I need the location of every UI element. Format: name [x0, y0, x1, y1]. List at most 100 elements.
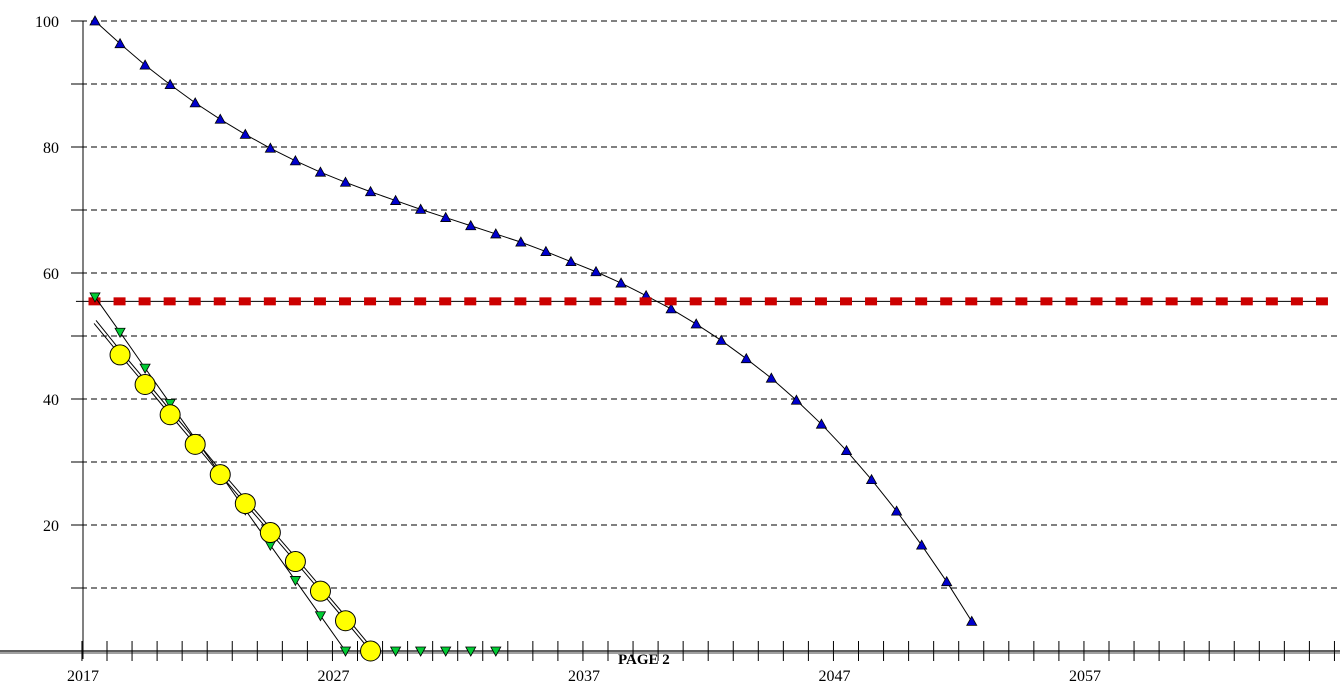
data-point: [814, 297, 827, 306]
data-point: [464, 297, 477, 306]
data-point: [664, 297, 677, 306]
series-1: [89, 15, 978, 626]
data-point: [114, 327, 126, 339]
data-point: [414, 297, 427, 306]
data-point: [213, 297, 226, 306]
data-point: [465, 646, 477, 657]
data-point: [113, 297, 126, 306]
y-tick-label: 80: [43, 140, 59, 157]
data-point: [840, 297, 852, 306]
data-point: [589, 297, 602, 306]
y-tick-label: 20: [43, 518, 59, 535]
data-point: [139, 363, 151, 374]
data-point: [739, 297, 752, 306]
data-point: [189, 97, 201, 108]
data-point: [1065, 297, 1078, 306]
data-point: [164, 78, 176, 90]
data-point: [89, 292, 101, 303]
data-point: [239, 128, 251, 139]
data-point: [515, 236, 527, 247]
data-point: [1315, 297, 1328, 306]
data-point: [915, 297, 928, 306]
data-point: [164, 399, 176, 410]
data-point: [264, 142, 277, 153]
data-point: [965, 297, 978, 306]
data-point: [1090, 297, 1103, 306]
data-point: [289, 155, 302, 166]
series: [75, 15, 1328, 662]
data-point: [184, 433, 206, 455]
data-point: [865, 297, 878, 306]
data-point: [209, 464, 231, 486]
data-point: [1140, 297, 1153, 306]
series-2: [75, 297, 1328, 306]
data-point: [740, 352, 752, 364]
data-point: [314, 166, 327, 177]
y-tick-label: 40: [43, 392, 59, 409]
data-point: [138, 297, 151, 306]
y-tick-label: 60: [43, 266, 59, 283]
data-point: [715, 334, 727, 345]
data-point: [689, 297, 702, 306]
data-point: [414, 203, 427, 214]
data-point: [639, 297, 652, 306]
data-point: [314, 611, 327, 622]
data-point: [1290, 297, 1303, 306]
x-tick-label: 2047: [819, 668, 851, 685]
data-point: [339, 297, 351, 306]
data-point: [440, 211, 452, 222]
data-point: [465, 219, 477, 231]
series-line: [93, 323, 371, 652]
data-point: [840, 444, 853, 456]
data-point: [690, 318, 702, 329]
data-point: [440, 646, 452, 657]
data-point: [339, 176, 352, 187]
data-point: [389, 646, 402, 657]
data-point: [564, 297, 577, 306]
data-point: [615, 277, 627, 288]
data-point: [309, 580, 331, 602]
data-point: [335, 610, 356, 632]
data-point: [1265, 297, 1278, 306]
data-point: [890, 297, 903, 306]
data-point: [114, 37, 126, 49]
x-tick-label: 2037: [568, 668, 600, 685]
data-point: [1215, 297, 1228, 306]
x-tick-label: 2027: [318, 668, 350, 685]
data-point: [1115, 297, 1128, 306]
data-point: [665, 303, 677, 314]
data-point: [890, 505, 903, 516]
x-tick-label: 2017: [67, 668, 99, 685]
data-point: [966, 615, 978, 626]
data-point: [915, 539, 928, 550]
data-point: [238, 297, 251, 306]
data-point: [1240, 297, 1253, 306]
data-point: [789, 297, 802, 306]
data-point: [764, 297, 777, 306]
series-4: [93, 320, 382, 662]
data-point: [865, 473, 878, 485]
data-point: [540, 245, 552, 256]
data-point: [159, 404, 181, 426]
data-point: [89, 15, 101, 26]
data-point: [284, 551, 306, 573]
data-point: [1015, 297, 1028, 306]
data-point: [360, 640, 382, 662]
data-point: [364, 297, 377, 306]
data-point: [389, 297, 402, 306]
series-line: [94, 296, 496, 652]
data-point: [941, 575, 953, 587]
data-point: [339, 646, 352, 657]
data-point: [1190, 297, 1203, 306]
data-point: [765, 372, 778, 383]
data-point: [1165, 297, 1178, 306]
x-tick-label: 2057: [1069, 668, 1101, 685]
y-tick-label: 100: [35, 14, 59, 31]
data-point: [263, 297, 276, 306]
data-point: [590, 265, 602, 277]
data-point: [313, 297, 326, 306]
data-point: [990, 297, 1003, 306]
data-point: [288, 297, 301, 306]
data-point: [214, 113, 226, 124]
data-point: [259, 522, 281, 544]
